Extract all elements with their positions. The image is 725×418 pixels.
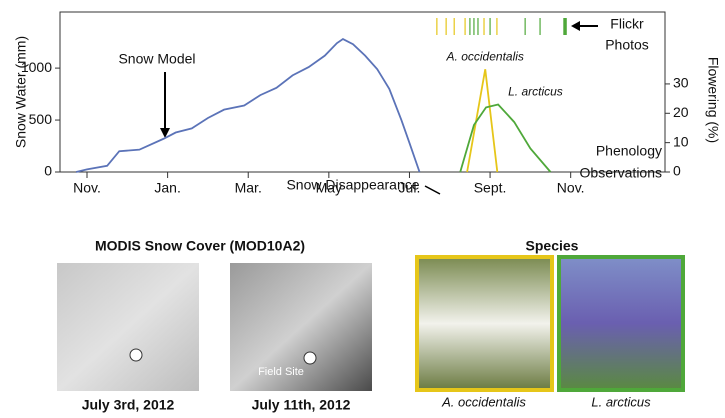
annotation: Photos [605, 37, 649, 53]
series-label: A. occidentalis [446, 49, 524, 63]
y2-tick-label: 20 [673, 104, 689, 120]
x-tick-label: Nov. [557, 180, 585, 196]
x-tick-label: Jul. [399, 180, 421, 196]
image-caption: L. arcticus [591, 394, 651, 409]
image-caption: A. occidentalis [441, 394, 526, 409]
annotation: Observations [580, 165, 662, 181]
arrowhead [571, 21, 580, 31]
series-line [459, 103, 552, 173]
annotation: Phenology [596, 143, 662, 159]
series-line [466, 69, 499, 173]
x-tick-label: Jan. [154, 180, 180, 196]
species-photo [415, 255, 554, 392]
y2-axis-label: Flowering (%) [705, 57, 721, 143]
x-tick-label: Nov. [73, 180, 101, 196]
site-label: Field Site [258, 366, 304, 378]
image-caption: July 3rd, 2012 [82, 397, 175, 413]
x-tick-label: Mar. [235, 180, 262, 196]
series-label: L. arcticus [508, 85, 563, 99]
y2-tick-label: 10 [673, 133, 689, 149]
y-tick-label: 1000 [21, 59, 52, 75]
satellite-image [230, 263, 372, 391]
site-marker [303, 351, 317, 365]
satellite-image [57, 263, 199, 391]
x-tick-label: Sept. [474, 180, 507, 196]
y-tick-label: 0 [44, 163, 52, 179]
image-caption: July 11th, 2012 [252, 397, 351, 413]
panel-title: MODIS Snow Cover (MOD10A2) [95, 238, 305, 254]
plot-frame [59, 11, 666, 173]
arrow [424, 185, 441, 195]
x-tick-label: May [316, 180, 342, 196]
annotation: Snow Disappearance [286, 177, 419, 193]
series-line [75, 37, 421, 173]
arrowhead [160, 128, 170, 138]
annotation: Flickr [610, 16, 644, 32]
annotation: Snow Model [118, 51, 195, 67]
y2-tick-label: 0 [673, 163, 681, 179]
y-tick-label: 500 [29, 111, 53, 127]
site-marker [129, 348, 143, 362]
panel-title: Species [526, 238, 579, 254]
species-photo [557, 255, 685, 392]
y2-tick-label: 30 [673, 75, 689, 91]
y-axis-label: Snow Water (mm) [13, 36, 29, 148]
